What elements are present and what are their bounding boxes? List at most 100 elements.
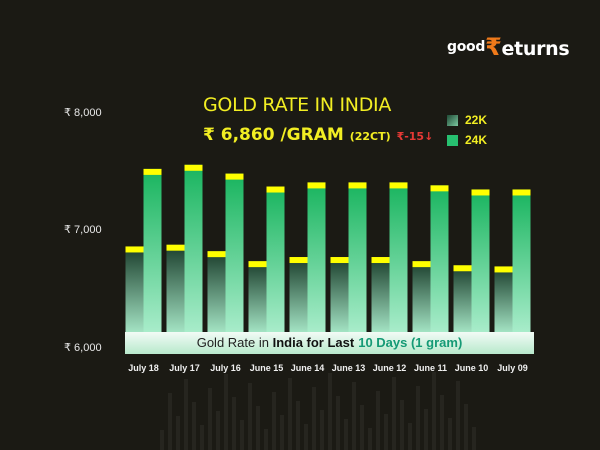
bar-cap-24k-0 [143,168,162,175]
chart-title: GOLD RATE IN INDIA [203,94,392,116]
decor-bar [240,420,244,450]
bar-cap-24k-3 [266,186,285,193]
bar-cap-22k-9 [494,266,513,273]
background-decoration [160,372,476,450]
decor-bar [416,386,420,450]
bar-cap-22k-7 [412,261,431,268]
decor-bar [464,404,468,450]
goodreturns-logo: good₹eturns [447,33,570,61]
bar-cap-24k-4 [307,182,326,189]
decor-bar [248,383,252,450]
x-tick-label: June 11 [413,363,448,373]
decor-bar [408,423,412,450]
decor-bar [280,415,284,450]
y-tick-6000: ₹ 6,000 [64,342,102,354]
bar-24k-8 [471,189,490,332]
decor-bar [328,373,332,450]
decor-bar [384,414,388,450]
decor-bar [272,392,276,450]
decor-bar [160,430,164,450]
bar-22k-5 [330,257,349,332]
bar-cap-24k-7 [430,185,449,192]
x-tick-label: July 18 [128,363,159,373]
x-tick-label: July 09 [497,363,528,373]
bar-cap-22k-2 [207,251,226,258]
bar-22k-1 [166,244,185,332]
decor-bar [320,410,324,450]
decor-bar [472,427,476,450]
y-tick-8000: ₹ 8,000 [64,107,102,119]
bar-24k-1 [184,164,203,332]
x-tick-label: June 10 [454,363,489,373]
decor-bar [424,409,428,450]
decor-bar [376,391,380,450]
decor-bar [336,396,340,450]
x-tick-label: June 12 [372,363,407,373]
bar-22k-2 [207,251,226,332]
legend-swatch-24k [447,134,458,146]
decor-bar [432,372,436,450]
x-tick-label: June 13 [331,363,366,373]
decor-bar [360,405,364,450]
x-tick-label: July 16 [210,363,241,373]
bar-24k-6 [389,182,408,332]
price-unit: (22CT) [349,130,391,143]
bar-24k-9 [512,189,531,332]
decor-bar [176,416,180,450]
decor-bar [216,411,220,450]
decor-bar [304,424,308,450]
bar-22k-0 [125,246,144,332]
decor-bar [288,378,292,450]
bar-24k-5 [348,182,367,332]
bar-cap-22k-5 [330,257,349,264]
bar-22k-9 [494,266,513,332]
legend-swatch-22k [447,114,458,126]
bar-cap-24k-1 [184,164,203,171]
decor-bar [352,382,356,450]
bar-cap-22k-4 [289,257,308,264]
decor-bar [224,374,228,450]
bar-22k-4 [289,257,308,332]
legend-24k: 24K [447,130,487,150]
decor-bar [200,425,204,450]
bar-cap-22k-8 [453,265,472,272]
chart-banner: Gold Rate in India for Last 10 Days (1 gr… [125,332,534,354]
bar-cap-22k-1 [166,244,185,251]
decor-bar [264,429,268,450]
decor-bar [296,401,300,450]
bar-24k-3 [266,186,285,332]
legend-22k: 22K [447,110,487,130]
bar-24k-4 [307,182,326,332]
decor-bar [456,381,460,450]
bar-22k-7 [412,261,431,332]
bar-cap-22k-3 [248,261,267,268]
price-line: ₹ 6,860 /GRAM (22CT) ₹-15↓ [203,125,433,145]
bar-22k-6 [371,257,390,332]
decor-bar [256,406,260,450]
price-value: ₹ 6,860 /GRAM [203,125,344,145]
bar-cap-24k-6 [389,182,408,189]
decor-bar [392,377,396,450]
decor-bar [400,400,404,450]
decor-bar [368,428,372,450]
decor-bar [344,419,348,450]
decor-bar [312,387,316,450]
decor-bar [208,388,212,450]
bar-cap-24k-9 [512,189,531,196]
bar-cap-22k-0 [125,246,144,253]
decor-bar [448,418,452,450]
bar-cap-22k-6 [371,257,390,264]
decor-bar [232,397,236,450]
bar-24k-0 [143,168,162,332]
decor-bar [192,402,196,450]
decor-bar [184,379,188,450]
x-tick-label: June 14 [290,363,325,373]
x-tick-label: July 17 [169,363,200,373]
bar-cap-24k-2 [225,173,244,180]
bar-cap-24k-8 [471,189,490,196]
bar-22k-3 [248,261,267,332]
x-tick-label: June 15 [249,363,284,373]
bar-22k-8 [453,265,472,332]
decor-bar [440,395,444,450]
